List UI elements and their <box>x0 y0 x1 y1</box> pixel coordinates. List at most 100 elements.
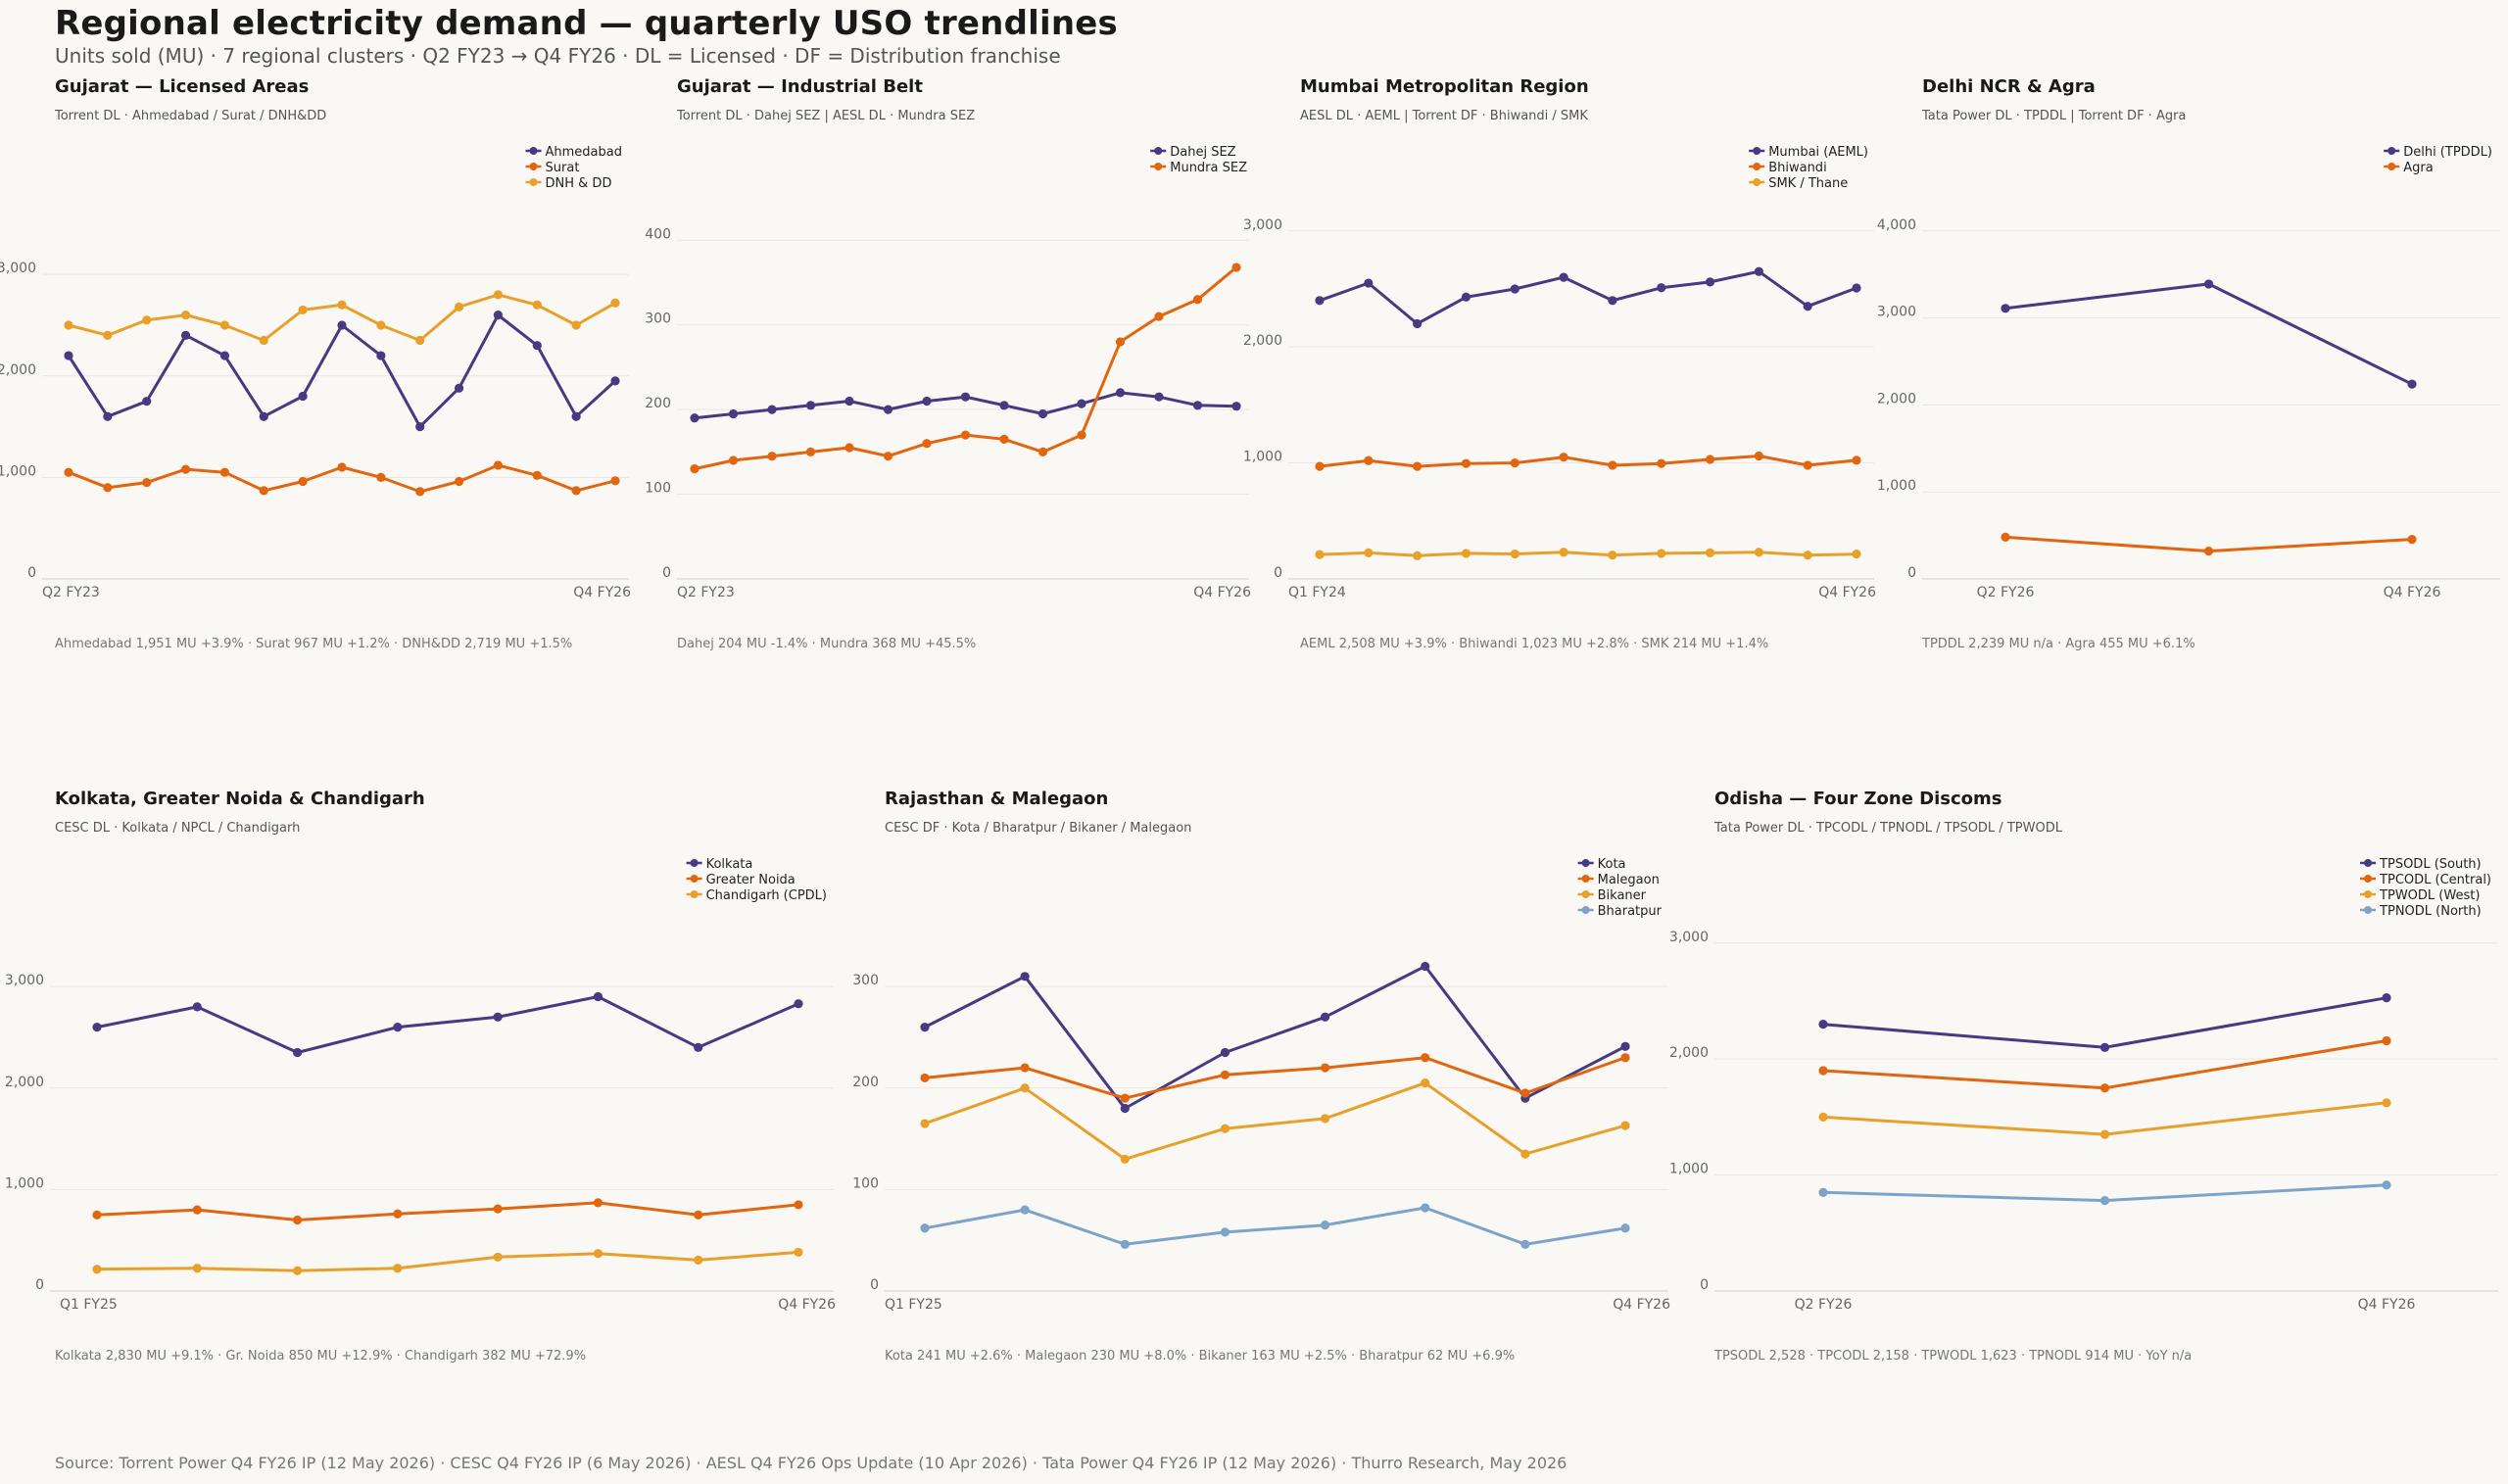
data-point <box>571 486 581 496</box>
data-point <box>103 330 113 340</box>
data-point <box>376 472 386 482</box>
chart-panel-5: Kolkata, Greater Noida & Chandigarh CESC … <box>5 789 839 1376</box>
legend-marker <box>1581 875 1590 883</box>
legend-label: Chandigarh (CPDL) <box>706 888 827 903</box>
data-point <box>298 305 308 315</box>
data-point <box>1421 1053 1430 1063</box>
y-tick-label: 0 <box>27 565 36 581</box>
legend-marker <box>2364 875 2373 883</box>
y-tick-label: 4,000 <box>1877 217 1916 233</box>
data-point <box>593 991 603 1002</box>
chart-footnote: Kota 241 MU +2.6% · Malegaon 230 MU +8.0… <box>885 1349 1516 1364</box>
data-point <box>454 476 464 487</box>
legend: Delhi (TPDDL)Agra <box>2384 145 2492 175</box>
data-point <box>1421 1203 1430 1213</box>
y-tick-label: 2,000 <box>5 1075 44 1090</box>
data-point <box>393 1264 403 1273</box>
data-point <box>728 408 739 419</box>
y-tick-label: 1,000 <box>1877 478 1916 494</box>
y-tick-label: 300 <box>852 973 879 988</box>
data-point <box>1559 453 1568 462</box>
y-tick-label: 0 <box>662 565 671 581</box>
chart-title: Odisha — Four Zone Discoms <box>1714 789 2002 809</box>
data-point <box>1231 402 1241 411</box>
data-point <box>1657 458 1666 468</box>
data-point <box>292 1215 303 1225</box>
data-point <box>1320 1114 1330 1124</box>
data-point <box>180 464 191 474</box>
data-point <box>142 477 152 488</box>
data-point <box>493 1012 503 1022</box>
y-tick-label: 2,000 <box>0 362 36 378</box>
data-point <box>1818 1187 1828 1197</box>
legend-marker <box>1581 906 1590 914</box>
data-point <box>883 405 893 414</box>
data-point <box>454 383 464 393</box>
legend-marker <box>1154 147 1163 155</box>
data-point <box>593 1249 603 1259</box>
data-point <box>1220 1047 1230 1058</box>
data-point <box>2099 1042 2110 1052</box>
data-point <box>1220 1070 1230 1079</box>
legend-label: Delhi (TPDDL) <box>2403 145 2492 160</box>
series-line-1 <box>67 313 617 429</box>
chart-footnote: TPDDL 2,239 MU n/a · Agra 455 MU +6.1% <box>1922 637 2195 651</box>
data-point <box>259 411 268 421</box>
data-point <box>92 1210 102 1220</box>
data-point <box>219 467 230 477</box>
data-point <box>1754 451 1763 461</box>
data-point <box>1154 311 1164 321</box>
x-tick-label-start: Q1 FY24 <box>1288 585 1346 600</box>
data-point <box>694 1255 703 1265</box>
data-point <box>1520 1239 1530 1249</box>
data-point <box>1220 1124 1230 1133</box>
data-point <box>794 999 803 1009</box>
series-line-2 <box>924 1056 1626 1100</box>
legend-label: Greater Noida <box>706 873 796 887</box>
data-point <box>1315 550 1325 559</box>
chart-subtitle: AESL DL · AEML | Torrent DF · Bhiwandi /… <box>1300 109 1588 123</box>
data-point <box>2382 1098 2391 1108</box>
chart-panel-4: Delhi NCR & Agra Tata Power DL · TPDDL | … <box>1877 76 2500 664</box>
data-point <box>690 464 699 474</box>
x-tick-label-start: Q2 FY23 <box>677 585 735 600</box>
data-point <box>920 1073 930 1083</box>
data-point <box>1803 302 1812 311</box>
y-tick-label: 2,000 <box>1669 1045 1709 1061</box>
chart-footnote: TPSODL 2,528 · TPCODL 2,158 · TPWODL 1,6… <box>1714 1349 2193 1364</box>
data-point <box>493 1204 503 1214</box>
line-chart: 0 1,000 2,000 3,000 Q2 FY26 Q4 FY26 TPSODL (So… <box>1669 857 2498 1313</box>
data-point <box>2382 1035 2391 1046</box>
chart-title: Rajasthan & Malegaon <box>885 789 1109 809</box>
data-point <box>960 392 971 402</box>
data-point <box>532 300 542 310</box>
data-point <box>1520 1088 1530 1098</box>
y-tick-label: 2,000 <box>1877 391 1916 407</box>
data-point <box>1510 457 1519 468</box>
data-point <box>2099 1129 2110 1139</box>
legend-marker <box>2364 890 2373 898</box>
data-point <box>1192 401 1203 410</box>
data-point <box>999 434 1009 444</box>
legend-label: TPSODL (South) <box>2379 857 2482 872</box>
chart-title: Gujarat — Licensed Areas <box>55 76 310 97</box>
data-point <box>1413 551 1423 560</box>
data-point <box>1077 430 1086 440</box>
data-point <box>1115 388 1126 398</box>
chart-footnote: AEML 2,508 MU +3.9% · Bhiwandi 1,023 MU … <box>1300 637 1769 651</box>
data-point <box>92 1265 102 1274</box>
legend-marker <box>1581 859 1590 867</box>
data-point <box>64 351 73 360</box>
data-point <box>1510 284 1519 294</box>
data-point <box>493 290 504 300</box>
legend-label: Bhiwandi <box>1768 161 1826 175</box>
series-line-3 <box>1822 1101 2387 1136</box>
x-tick-label-end: Q4 FY26 <box>778 1297 836 1313</box>
data-point <box>142 397 152 407</box>
x-tick-label-end: Q4 FY26 <box>2358 1297 2416 1313</box>
data-point <box>393 1023 403 1032</box>
data-point <box>1315 461 1325 471</box>
legend-marker <box>690 890 699 898</box>
